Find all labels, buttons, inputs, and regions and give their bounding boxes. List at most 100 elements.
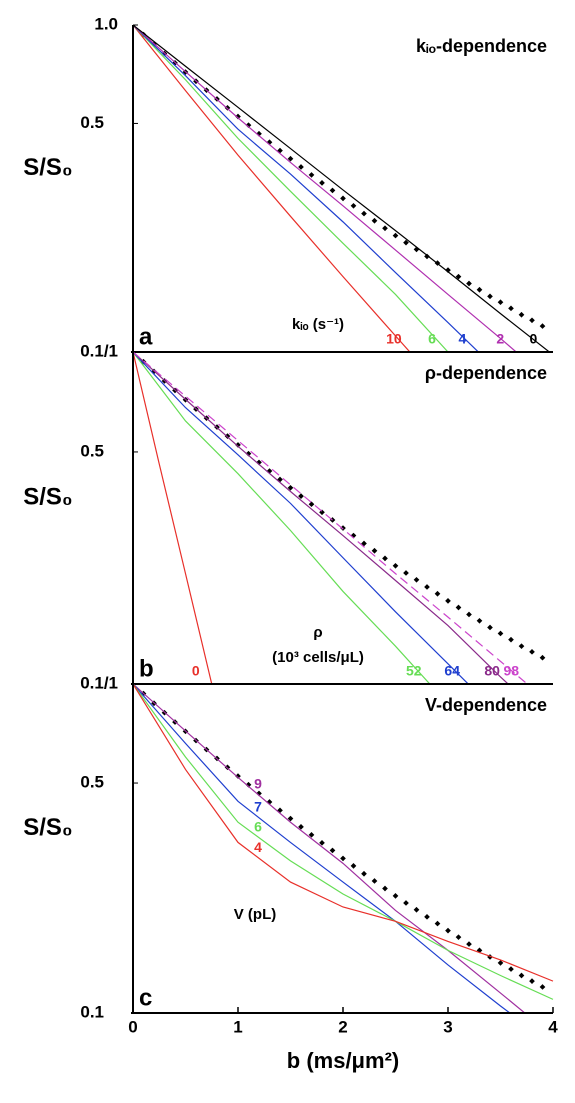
y-tick-label: 0.1/1 <box>80 341 118 360</box>
y-axis-label: S/S₀ <box>23 483 73 510</box>
data-point <box>434 590 441 597</box>
x-axis-label: b (ms/μm²) <box>287 1048 399 1073</box>
data-point <box>245 450 252 457</box>
data-point <box>287 484 294 491</box>
data-point <box>424 253 430 260</box>
curve-label: 6 <box>254 819 262 835</box>
data-point <box>329 187 336 194</box>
panel-title: V-dependence <box>425 695 547 715</box>
x-tick-label: 3 <box>443 1017 452 1036</box>
data-point <box>518 311 525 318</box>
y-tick-label: 0.5 <box>80 441 104 460</box>
data-point <box>424 914 430 920</box>
data-point <box>476 617 483 624</box>
curve-label: 4 <box>458 331 466 347</box>
data-point <box>403 239 409 246</box>
data-point <box>434 920 441 927</box>
data-point <box>235 442 241 448</box>
annotation: ρ <box>313 624 322 641</box>
annotation: (10³ cells/μL) <box>272 649 364 666</box>
data-point <box>424 584 430 590</box>
panel-letter: a <box>139 323 153 350</box>
y-tick-label: 0.5 <box>80 773 104 792</box>
data-point <box>340 525 346 531</box>
x-tick-label: 2 <box>338 1017 347 1036</box>
curve <box>133 352 431 684</box>
curve <box>133 352 509 684</box>
data-point <box>392 562 399 569</box>
data-point <box>466 611 472 618</box>
panel-title: ρ-dependence <box>425 363 547 383</box>
data-point <box>308 831 315 838</box>
data-point <box>455 934 462 941</box>
data-point <box>539 654 546 661</box>
data-point <box>508 305 514 312</box>
curve-label: 98 <box>503 663 519 679</box>
data-point <box>466 941 472 947</box>
data-point <box>403 900 409 906</box>
data-point <box>497 630 504 637</box>
data-point <box>371 217 378 224</box>
data-point <box>392 232 399 239</box>
curve <box>133 25 411 352</box>
data-point <box>518 972 525 979</box>
curve <box>133 684 511 1013</box>
plot-area <box>133 352 546 684</box>
curve <box>133 684 526 1013</box>
data-point <box>382 225 388 232</box>
data-point <box>487 293 493 300</box>
data-point <box>371 547 378 554</box>
curve <box>133 352 529 684</box>
panel-letter: b <box>139 655 154 682</box>
x-tick-label: 1 <box>233 1017 242 1036</box>
curve-label: 2 <box>496 331 504 347</box>
data-point <box>319 840 325 846</box>
y-axis-label: S/S₀ <box>23 814 73 841</box>
data-point <box>350 202 357 209</box>
y-tick-label: 1.0 <box>94 14 118 33</box>
data-point <box>382 555 388 562</box>
curve-label: 4 <box>254 839 262 855</box>
data-point <box>340 855 346 862</box>
data-point <box>235 113 241 120</box>
data-point <box>361 210 367 217</box>
data-point <box>308 172 315 178</box>
data-point <box>445 927 451 934</box>
annotation: kᵢₒ (s⁻¹) <box>292 316 344 333</box>
data-point <box>487 624 493 631</box>
y-tick-label: 0.1 <box>80 1002 104 1021</box>
data-point <box>508 636 514 643</box>
data-point <box>455 604 462 611</box>
data-point <box>382 885 388 892</box>
curve-label: 10 <box>386 331 402 347</box>
data-point <box>350 863 357 869</box>
curve-label: 80 <box>484 663 500 679</box>
data-point <box>539 984 546 990</box>
panel-letter: c <box>139 984 152 1011</box>
curve-label: 9 <box>254 776 262 792</box>
data-point <box>235 773 241 779</box>
data-point <box>361 870 367 877</box>
y-tick-label: 0.5 <box>80 113 104 132</box>
data-point <box>529 648 535 655</box>
curve-label: 6 <box>428 331 436 347</box>
data-point <box>455 273 462 280</box>
data-point <box>298 493 304 499</box>
data-point <box>508 966 514 972</box>
data-point <box>287 155 294 162</box>
data-point <box>445 598 451 604</box>
data-point <box>466 280 472 287</box>
curve-label: 64 <box>444 663 460 679</box>
curve-label: 52 <box>406 663 422 679</box>
curve <box>133 25 480 352</box>
data-point <box>392 893 399 899</box>
data-point <box>329 847 336 854</box>
curve <box>133 25 518 352</box>
data-point <box>445 267 451 273</box>
plot-area <box>133 25 551 352</box>
curve-label: 0 <box>529 331 537 347</box>
data-point <box>245 122 252 128</box>
x-tick-label: 0 <box>128 1017 137 1036</box>
